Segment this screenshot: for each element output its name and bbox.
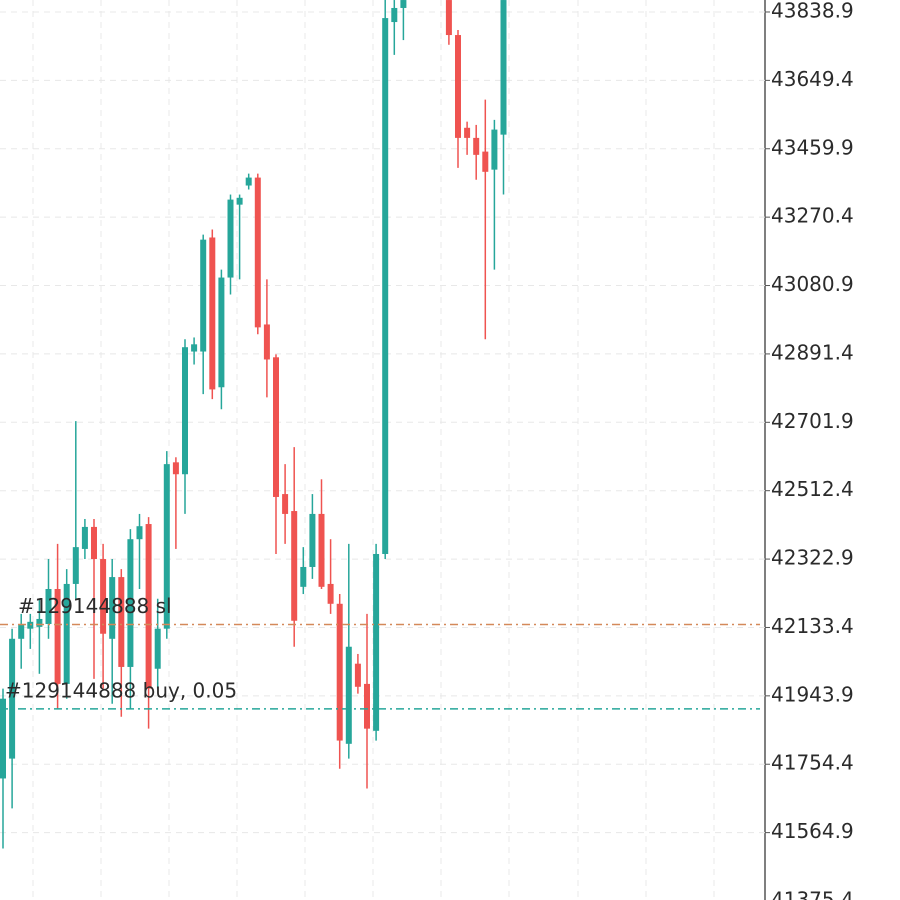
y-tick-label: 41754.4 <box>771 751 854 775</box>
candle-body <box>309 513 316 567</box>
candle-body <box>491 129 498 170</box>
candle-body <box>236 197 243 205</box>
candle-body <box>318 513 325 587</box>
candle-body <box>345 646 352 744</box>
candle-body <box>464 127 471 138</box>
candle-body <box>109 577 116 639</box>
candle-body <box>273 357 279 497</box>
candle-body <box>81 526 88 549</box>
y-tick-label: 43838.9 <box>771 0 854 22</box>
y-tick-label: 41943.9 <box>771 682 854 706</box>
candle-body <box>282 494 289 514</box>
candle-body <box>72 547 79 584</box>
candle-body <box>209 237 216 390</box>
candle-body <box>354 663 361 687</box>
y-tick-label: 43649.4 <box>771 67 854 91</box>
y-tick-label: 41564.9 <box>771 819 854 843</box>
price-line-label: #129144888 buy, 0.05 <box>5 678 237 702</box>
candle-body <box>336 603 343 741</box>
candle-body <box>127 539 134 667</box>
candle-body <box>473 137 480 155</box>
candle-body <box>100 559 107 634</box>
candle-body <box>300 566 307 587</box>
y-tick-label: 42701.9 <box>771 409 854 433</box>
y-tick-label: 42133.4 <box>771 614 854 638</box>
y-tick-label: 42512.4 <box>771 477 854 501</box>
candle-body <box>254 177 261 328</box>
candle-body <box>172 462 179 475</box>
candle-body <box>191 344 198 352</box>
y-tick-label: 43080.9 <box>771 272 854 296</box>
candle-body <box>263 324 270 360</box>
candle-body <box>118 577 125 667</box>
candle-body <box>373 553 380 731</box>
candle-body <box>0 698 6 779</box>
candle-body <box>482 151 489 172</box>
y-tick-label: 42891.4 <box>771 340 854 364</box>
y-tick-label: 43459.9 <box>771 135 854 159</box>
candle-body <box>182 347 188 475</box>
candle-body <box>500 0 507 135</box>
candle-body <box>18 623 25 639</box>
candle-body <box>163 464 170 629</box>
candle-body <box>382 18 389 554</box>
candle-body <box>455 35 461 138</box>
candle-body <box>154 628 161 669</box>
candle-body <box>91 526 97 560</box>
candle-body <box>27 621 34 629</box>
y-tick-label: 42322.9 <box>771 546 854 570</box>
candle-body <box>63 583 70 684</box>
candle-body <box>400 0 407 8</box>
candle-body <box>54 588 61 684</box>
candle-body <box>45 588 52 624</box>
candle-body <box>136 526 143 540</box>
candle-body <box>391 7 398 23</box>
candle-body <box>445 0 452 36</box>
candle-body <box>218 277 225 388</box>
candle-body <box>145 524 152 689</box>
candle-body <box>327 583 334 604</box>
price-line-label: #129144888 sl <box>18 594 172 618</box>
candle-body <box>200 239 207 352</box>
y-tick-label: 41375.4 <box>771 888 854 900</box>
candle-body <box>36 618 43 627</box>
candle-body <box>227 199 234 278</box>
candle-body <box>9 638 16 759</box>
vertical-grid <box>32 0 715 900</box>
candle-body <box>364 683 370 729</box>
candle-body <box>245 177 252 186</box>
candle-body <box>291 511 298 621</box>
y-tick-label: 43270.4 <box>771 204 854 228</box>
